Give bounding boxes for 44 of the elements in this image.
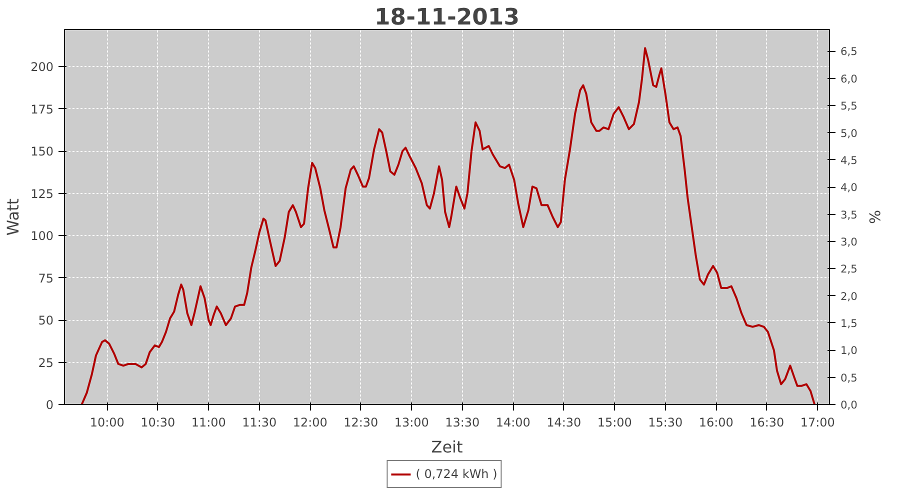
y-tick-label: 25 <box>38 356 54 370</box>
y-tick-label: 175 <box>30 102 54 116</box>
y-tick-label: 200 <box>30 60 54 74</box>
y2-axis-title: % <box>865 210 882 224</box>
y-tick-label: 50 <box>38 314 54 328</box>
y-tick-label: 75 <box>38 271 54 286</box>
y2-tick-label: 5,0 <box>840 126 858 140</box>
y-tick-label: 0 <box>46 398 54 412</box>
x-tick-label: 10:00 <box>90 416 124 430</box>
x-tick-label: 12:00 <box>292 416 328 430</box>
y-axis-title: Watt <box>4 198 23 236</box>
y-tick-label: 125 <box>30 186 54 201</box>
x-tick-label: 16:30 <box>750 416 784 430</box>
x-tick-label: 11:00 <box>191 416 226 430</box>
y2-tick-label: 1,5 <box>840 316 858 330</box>
y2-tick-label: 3,0 <box>840 235 858 248</box>
x-tick-label: 15:00 <box>597 416 632 430</box>
y2-tick-label: 2,0 <box>840 290 858 303</box>
y2-tick-label: 1,0 <box>840 344 858 358</box>
x-tick-label: 11:30 <box>242 416 277 430</box>
y2-tick-label: 6,0 <box>840 72 858 86</box>
x-tick-label: 16:00 <box>698 416 734 430</box>
y2-tick-label: 2,5 <box>840 262 858 276</box>
y2-tick-label: 4,0 <box>840 181 858 194</box>
y2-tick-label: 3,5 <box>840 208 858 222</box>
x-tick-label: 17:00 <box>800 416 835 430</box>
y2-tick-label: 5,5 <box>840 100 858 113</box>
x-tick-label: 15:30 <box>648 416 683 430</box>
x-tick-label: 14:00 <box>496 416 530 430</box>
x-tick-label: 14:30 <box>546 416 582 430</box>
y-tick-label: 100 <box>30 229 54 244</box>
y-tick-label: 150 <box>30 144 54 159</box>
x-tick-label: 10:30 <box>140 416 176 430</box>
x-axis-title: Zeit <box>431 438 463 456</box>
chart-title: 18-11-2013 <box>374 4 520 30</box>
legend-label: ( 0,724 kWh ) <box>416 467 498 481</box>
y2-tick-label: 0,0 <box>840 398 858 412</box>
x-tick-label: 13:30 <box>445 416 480 430</box>
y2-tick-label: 6,5 <box>840 45 858 58</box>
x-tick-label: 13:00 <box>394 416 429 430</box>
y2-tick-label: 0,5 <box>840 371 858 384</box>
line-series <box>80 47 816 404</box>
x-tick-label: 12:30 <box>344 416 378 430</box>
y2-tick-label: 4,5 <box>840 154 858 167</box>
